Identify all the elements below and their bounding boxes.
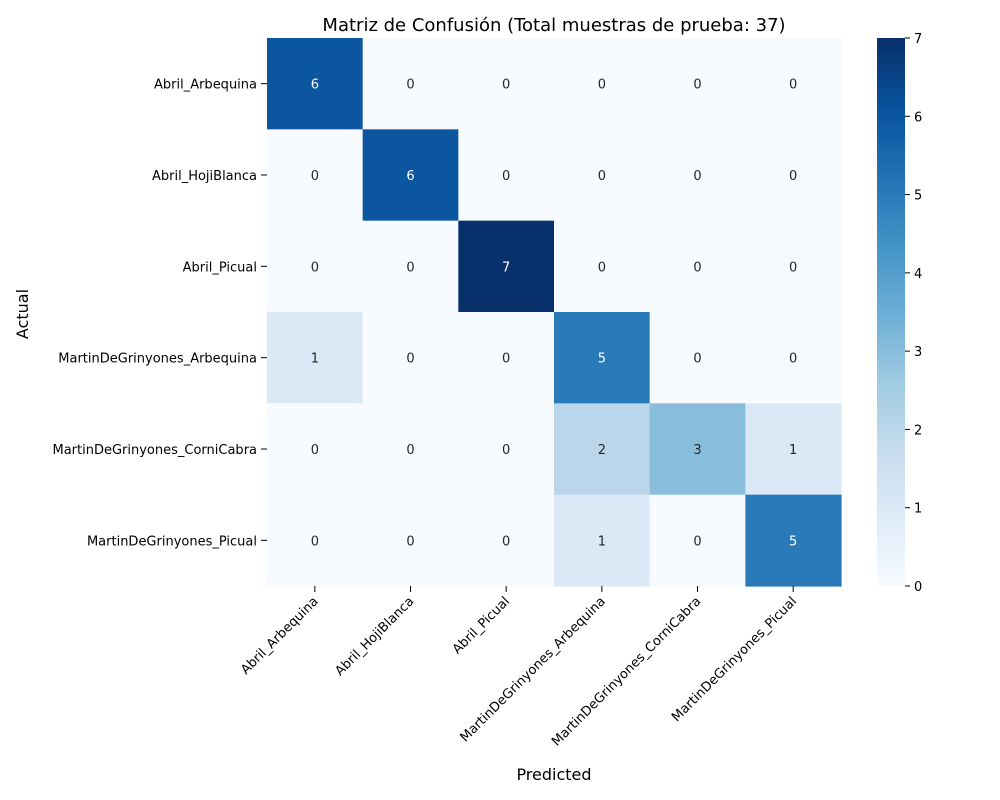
column-tick-label: MartinDeGrinyones_CorniCabra bbox=[549, 594, 704, 749]
heatmap-cell bbox=[745, 403, 842, 496]
cell-value-label: 7 bbox=[502, 260, 510, 275]
colorbar-tick-label: 5 bbox=[914, 189, 922, 204]
cell-value-label: 5 bbox=[789, 534, 797, 549]
cell-value-label: 0 bbox=[693, 78, 701, 93]
heatmap-cell bbox=[362, 220, 459, 313]
colorbar-tick-label: 4 bbox=[914, 267, 922, 282]
heatmap-cell bbox=[745, 220, 842, 313]
heatmap-cell bbox=[458, 129, 555, 222]
column-tick-label: Abril_HojiBlanca bbox=[332, 594, 417, 679]
heatmap-cell bbox=[362, 129, 459, 222]
cell-value-label: 0 bbox=[502, 352, 510, 367]
heatmap-cell bbox=[458, 311, 555, 404]
heatmap-cell bbox=[362, 494, 459, 587]
cell-value-label: 0 bbox=[789, 78, 797, 93]
cell-value-label: 0 bbox=[311, 260, 319, 275]
row-tick-label: Abril_HojiBlanca bbox=[152, 169, 257, 184]
cell-value-label: 0 bbox=[502, 534, 510, 549]
cell-value-label: 0 bbox=[502, 169, 510, 184]
row-tick-label: MartinDeGrinyones_Picual bbox=[87, 534, 257, 549]
heatmap-cell bbox=[554, 494, 651, 587]
row-tick-labels: Abril_Arbequina Abril_HojiBlanca Abril_Pic… bbox=[52, 78, 267, 549]
heatmap-cell bbox=[649, 38, 746, 130]
cell-value-label: 0 bbox=[598, 260, 606, 275]
heatmap-cell bbox=[458, 38, 555, 130]
heatmap-cell bbox=[267, 38, 364, 130]
heatmap-cell bbox=[458, 220, 555, 313]
cell-value-label: 1 bbox=[598, 534, 606, 549]
heatmap-cell bbox=[554, 129, 651, 222]
x-axis-label: Predicted bbox=[516, 765, 591, 784]
heatmap-cell bbox=[649, 311, 746, 404]
heatmap-cell bbox=[745, 38, 842, 130]
heatmap-cell bbox=[267, 494, 364, 587]
heatmap-cell bbox=[554, 311, 651, 404]
column-tick-labels: Abril_Arbequina Abril_HojiBlanca Abril_Pic… bbox=[238, 585, 800, 749]
colorbar-tick-label: 3 bbox=[914, 345, 922, 360]
cell-value-label: 0 bbox=[406, 78, 414, 93]
cell-value-label: 0 bbox=[311, 534, 319, 549]
cell-value-label: 0 bbox=[693, 260, 701, 275]
colorbar-tick-label: 6 bbox=[914, 110, 922, 125]
colorbar bbox=[877, 38, 905, 586]
colorbar-ticks: 0 1 2 3 4 5 6 7 bbox=[905, 32, 922, 595]
cell-value-label: 0 bbox=[406, 443, 414, 458]
heatmap-cell bbox=[267, 403, 364, 496]
cell-value-label: 1 bbox=[311, 352, 319, 367]
cell-value-label: 0 bbox=[502, 78, 510, 93]
cell-value-label: 0 bbox=[406, 534, 414, 549]
row-tick-label: Abril_Arbequina bbox=[154, 78, 257, 93]
cell-value-label: 0 bbox=[406, 260, 414, 275]
cell-value-label: 0 bbox=[789, 169, 797, 184]
colorbar-tick-label: 7 bbox=[914, 32, 922, 47]
heatmap-cell bbox=[649, 403, 746, 496]
cell-value-label: 0 bbox=[693, 352, 701, 367]
heatmap-cell bbox=[362, 311, 459, 404]
column-tick-label: Abril_Picual bbox=[450, 594, 513, 657]
cell-value-label: 2 bbox=[598, 443, 606, 458]
cell-value-label: 6 bbox=[406, 169, 414, 184]
heatmap-cell bbox=[554, 38, 651, 130]
heatmap-cells: 6 0 0 0 0 0 0 6 0 0 0 0 0 0 7 0 0 0 1 0 0 5 0 0 0 0 0 2 3 1 0 0 0 1 0 5 bbox=[267, 38, 842, 587]
cell-value-label: 3 bbox=[693, 443, 701, 458]
heatmap-cell bbox=[267, 311, 364, 404]
chart-title: Matriz de Confusión (Total muestras de p… bbox=[322, 15, 785, 36]
cell-value-label: 0 bbox=[406, 352, 414, 367]
cell-value-label: 1 bbox=[789, 443, 797, 458]
cell-value-label: 0 bbox=[502, 443, 510, 458]
heatmap-cell bbox=[458, 403, 555, 496]
heatmap-cell bbox=[267, 220, 364, 313]
heatmap-cell bbox=[745, 311, 842, 404]
heatmap-cell bbox=[554, 220, 651, 313]
column-tick-label: Abril_Arbequina bbox=[238, 594, 321, 677]
heatmap-cell bbox=[745, 129, 842, 222]
heatmap-cell bbox=[745, 494, 842, 587]
cell-value-label: 0 bbox=[311, 169, 319, 184]
cell-value-label: 0 bbox=[693, 534, 701, 549]
colorbar-tick-label: 1 bbox=[914, 502, 922, 517]
cell-value-label: 5 bbox=[598, 352, 606, 367]
row-tick-label: MartinDeGrinyones_Arbequina bbox=[58, 352, 257, 367]
heatmap-cell bbox=[649, 129, 746, 222]
heatmap-cell bbox=[362, 38, 459, 130]
row-tick-label: Abril_Picual bbox=[183, 260, 257, 275]
colorbar-tick-label: 0 bbox=[914, 580, 922, 595]
heatmap-cell bbox=[649, 220, 746, 313]
row-tick-label: MartinDeGrinyones_CorniCabra bbox=[52, 443, 257, 458]
heatmap-cell bbox=[554, 403, 651, 496]
cell-value-label: 0 bbox=[598, 169, 606, 184]
heatmap-cell bbox=[362, 403, 459, 496]
heatmap-cell bbox=[267, 129, 364, 222]
heatmap-cell bbox=[458, 494, 555, 587]
cell-value-label: 0 bbox=[693, 169, 701, 184]
y-axis-label: Actual bbox=[13, 289, 32, 339]
cell-value-label: 0 bbox=[789, 260, 797, 275]
colorbar-tick-label: 2 bbox=[914, 423, 922, 438]
cell-value-label: 0 bbox=[598, 78, 606, 93]
cell-value-label: 6 bbox=[311, 78, 319, 93]
heatmap-cell bbox=[649, 494, 746, 587]
cell-value-label: 0 bbox=[789, 352, 797, 367]
cell-value-label: 0 bbox=[311, 443, 319, 458]
